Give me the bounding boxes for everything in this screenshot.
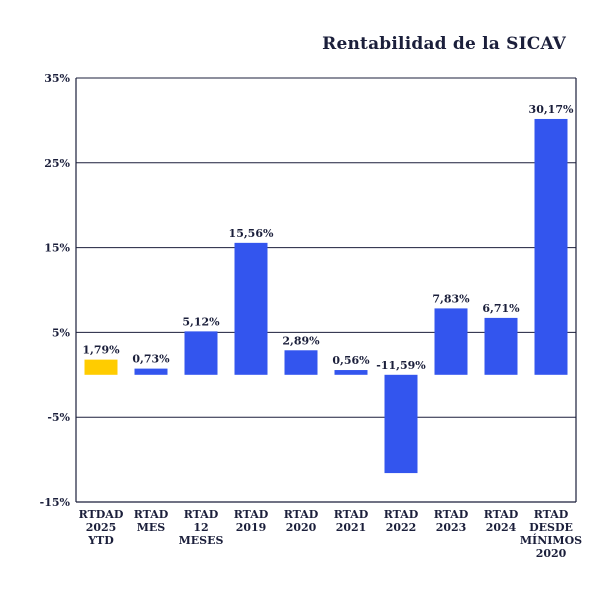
bar — [484, 317, 518, 375]
x-tick-label: 2023 — [436, 521, 467, 534]
chart-title: Rentabilidad de la SICAV — [322, 34, 566, 54]
x-tick-label: RTAD — [434, 508, 469, 521]
x-tick-label: RTAD — [334, 508, 369, 521]
bars — [84, 118, 568, 474]
x-tick-label: 2020 — [286, 521, 317, 534]
data-label: 0,73% — [132, 353, 170, 366]
x-tick-label: RTAD — [284, 508, 319, 521]
data-label: 7,83% — [432, 292, 470, 305]
x-tick-label: 2024 — [486, 521, 517, 534]
bar — [384, 374, 418, 474]
x-tick-label: 2021 — [336, 521, 367, 534]
data-label: 1,79% — [82, 344, 120, 357]
data-label: -11,59% — [376, 359, 426, 372]
x-tick-label: DESDE — [529, 521, 573, 534]
x-tick-label: RTAD — [484, 508, 519, 521]
x-tick-label: RTAD — [134, 508, 169, 521]
x-tick-label: MESES — [179, 534, 224, 547]
x-tick-label: RTAD — [234, 508, 269, 521]
bar — [434, 308, 468, 375]
data-label: 2,89% — [282, 334, 320, 347]
x-tick-label: 2022 — [386, 521, 417, 534]
y-axis-ticks: 35% 25% 15% 5% -5% -15% — [40, 72, 71, 509]
x-tick-label: RTDAD — [79, 508, 124, 521]
axes — [75, 78, 577, 503]
bar — [284, 350, 318, 375]
x-tick-label: YTD — [87, 534, 114, 547]
data-label: 30,17% — [529, 103, 574, 116]
x-tick-label: 2020 — [536, 547, 567, 560]
x-tick-label: 12 — [193, 521, 208, 534]
data-label: 5,12% — [182, 315, 220, 328]
bar — [334, 370, 368, 375]
x-axis-categories: RTDAD2025YTDRTADMESRTAD12MESESRTAD2019RT… — [79, 508, 583, 560]
bar — [184, 331, 218, 375]
y-tick-label: 35% — [44, 72, 70, 85]
bar — [84, 359, 118, 375]
y-tick-label: -15% — [40, 496, 71, 509]
x-tick-label: 2025 — [86, 521, 117, 534]
x-tick-label: RTAD — [534, 508, 569, 521]
y-tick-label: 15% — [44, 242, 70, 255]
bar — [534, 118, 568, 375]
data-label: 15,56% — [229, 227, 274, 240]
grid-lines — [76, 77, 576, 503]
y-tick-label: 5% — [52, 326, 71, 339]
bar — [234, 242, 268, 375]
data-label: 6,71% — [482, 302, 520, 315]
x-tick-label: RTAD — [184, 508, 219, 521]
bar — [134, 368, 168, 375]
x-tick-label: MES — [137, 521, 166, 534]
y-tick-label: -5% — [47, 411, 70, 424]
x-tick-label: RTAD — [384, 508, 419, 521]
data-labels: 1,79% 0,73% 5,12% 15,56% 2,89% 0,56% -11,59% 7,… — [82, 103, 574, 372]
y-tick-label: 25% — [44, 157, 70, 170]
x-tick-label: 2019 — [236, 521, 267, 534]
data-label: 0,56% — [332, 354, 370, 367]
x-tick-label: MÍNIMOS — [520, 533, 582, 547]
